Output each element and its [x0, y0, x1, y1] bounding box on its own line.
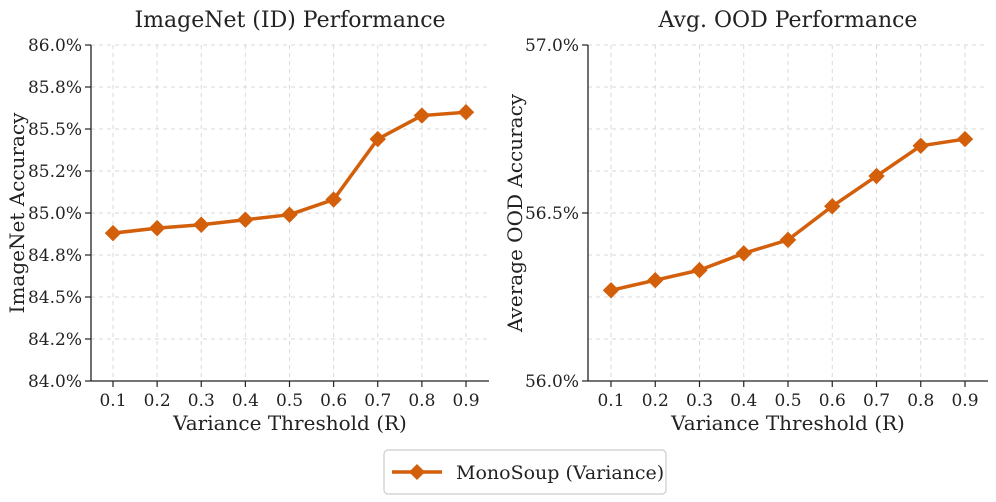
right-data-point	[691, 261, 708, 279]
left-y-tick-label: 84.0%	[28, 372, 82, 392]
left-x-tick-label: 0.5	[276, 391, 303, 411]
right-data-point	[956, 130, 974, 148]
legend-box	[383, 449, 667, 495]
right-x-tick-label: 0.5	[774, 391, 801, 411]
left-data-point	[193, 216, 210, 233]
left-series	[104, 103, 475, 242]
left-data-point	[325, 191, 342, 208]
left-y-axis-label: ImageNet Accuracy	[5, 112, 29, 314]
left-y-tick-label: 84.2%	[28, 330, 82, 350]
right-x-axis-label: Variance Threshold (R)	[670, 411, 905, 435]
left-ticks: 0.1 0.2 0.3 0.4 0.5 0.6 0.7 0.8 0.9 84.0% 84.2% 84.…	[28, 36, 480, 411]
right-data-point	[647, 271, 664, 289]
left-data-point	[281, 206, 298, 223]
left-y-tick-label: 85.5%	[28, 120, 82, 140]
right-x-tick-label: 0.7	[863, 391, 890, 411]
left-data-point	[457, 103, 475, 121]
right-series	[602, 130, 974, 299]
right-x-tick-label: 0.2	[642, 391, 669, 411]
left-data-point	[369, 130, 386, 148]
right-ticks: 0.1 0.2 0.3 0.4 0.5 0.6 0.7 0.8 0.9 56.0% 56.5% 57.…	[525, 36, 979, 411]
right-data-point	[602, 282, 620, 299]
right-x-tick-label: 0.6	[819, 391, 846, 411]
left-y-tick-label: 85.8%	[28, 78, 82, 98]
right-data-point	[735, 245, 752, 262]
right-y-axis-label: Average OOD Accuracy	[503, 93, 527, 333]
right-data-point	[912, 137, 929, 155]
legend: MonoSoup (Variance)	[383, 449, 667, 495]
right-grid	[588, 44, 988, 382]
left-y-tick-label: 84.5%	[28, 288, 82, 308]
right-chart-title: Avg. OOD Performance	[658, 8, 918, 33]
left-y-tick-label: 85.2%	[28, 162, 82, 182]
left-x-tick-label: 0.4	[232, 391, 259, 411]
left-panel: ImageNet (ID) Performance 0.1 0.2 0.3 0.4 0.…	[5, 8, 489, 435]
left-x-tick-label: 0.3	[188, 391, 215, 411]
left-grid	[91, 44, 489, 382]
right-x-tick-label: 0.8	[907, 391, 934, 411]
left-x-tick-label: 0.7	[364, 391, 391, 411]
left-data-point	[104, 224, 122, 242]
left-data-point	[148, 219, 166, 237]
right-x-tick-label: 0.3	[686, 391, 713, 411]
left-x-tick-label: 0.9	[452, 391, 479, 411]
right-data-point	[779, 231, 797, 249]
left-chart-title: ImageNet (ID) Performance	[134, 8, 445, 33]
left-y-tick-label: 86.0%	[28, 36, 82, 56]
left-data-point	[413, 107, 431, 124]
right-y-tick-label: 56.0%	[525, 372, 579, 392]
left-x-axis-label: Variance Threshold (R)	[172, 411, 407, 435]
left-data-point	[237, 211, 254, 228]
right-y-tick-label: 57.0%	[525, 36, 579, 56]
left-x-tick-label: 0.8	[408, 391, 435, 411]
right-x-tick-label: 0.1	[597, 391, 624, 411]
right-y-tick-label: 56.5%	[525, 204, 579, 224]
left-x-tick-label: 0.1	[99, 391, 126, 411]
legend-marker-diamond	[409, 464, 425, 480]
left-x-tick-label: 0.6	[320, 391, 347, 411]
legend-label: MonoSoup (Variance)	[456, 462, 664, 484]
right-data-point	[824, 198, 841, 215]
right-data-point	[868, 167, 885, 185]
left-y-tick-label: 84.8%	[28, 246, 82, 266]
right-panel: Avg. OOD Performance 0.1 0.2 0.3 0.4 0.5 0.6 0…	[503, 8, 988, 435]
right-x-tick-label: 0.4	[730, 391, 757, 411]
left-x-tick-label: 0.2	[144, 391, 171, 411]
left-y-tick-label: 85.0%	[28, 204, 82, 224]
right-x-tick-label: 0.9	[951, 391, 978, 411]
